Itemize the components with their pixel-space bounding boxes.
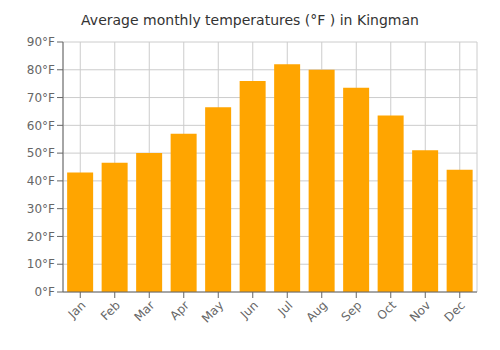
svg-text:70°F: 70°F xyxy=(27,91,55,105)
svg-text:Dec: Dec xyxy=(442,298,468,324)
svg-text:May: May xyxy=(199,298,226,325)
svg-text:Nov: Nov xyxy=(407,298,433,324)
svg-text:20°F: 20°F xyxy=(27,230,55,244)
svg-text:Oct: Oct xyxy=(374,298,399,323)
svg-text:30°F: 30°F xyxy=(27,202,55,216)
svg-text:80°F: 80°F xyxy=(27,63,55,77)
svg-text:Aug: Aug xyxy=(303,298,329,324)
svg-text:Mar: Mar xyxy=(131,298,157,324)
svg-text:90°F: 90°F xyxy=(27,35,55,49)
svg-text:Sep: Sep xyxy=(338,298,364,324)
svg-text:Apr: Apr xyxy=(167,298,192,323)
svg-text:40°F: 40°F xyxy=(27,174,55,188)
html-text:Average monthly temperatures (: Average monthly temperatures (°F ) in Ki… xyxy=(81,12,419,28)
svg-text:50°F: 50°F xyxy=(27,146,55,160)
svg-text:0°F: 0°F xyxy=(34,285,55,299)
svg-text:10°F: 10°F xyxy=(27,257,55,271)
svg-text:Jan: Jan xyxy=(65,298,89,322)
svg-text:Jul: Jul xyxy=(275,298,296,319)
svg-text:60°F: 60°F xyxy=(27,119,55,133)
svg-text:Jun: Jun xyxy=(237,298,261,322)
svg-text:Feb: Feb xyxy=(98,298,123,323)
